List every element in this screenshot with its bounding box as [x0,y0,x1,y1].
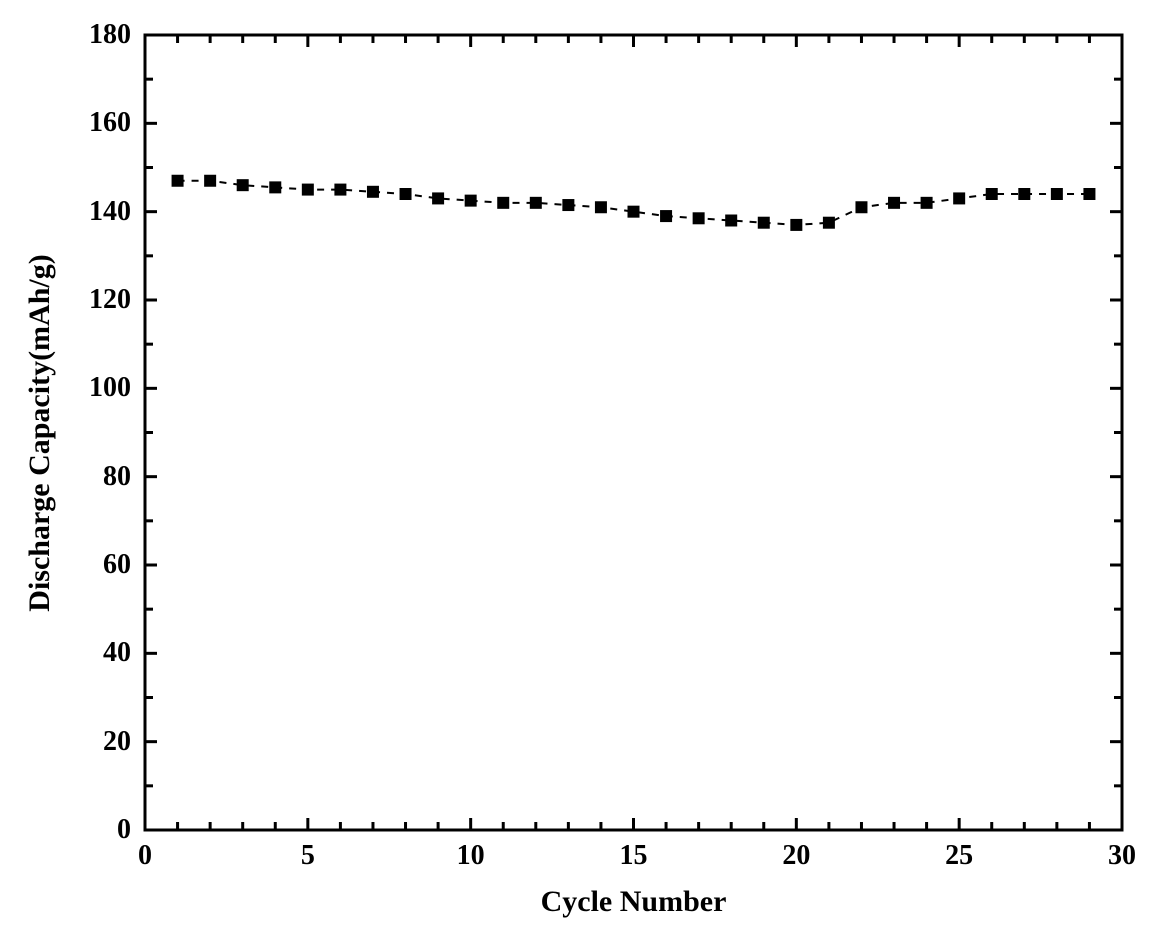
series-marker-discharge-capacity [465,195,477,207]
series-marker-discharge-capacity [921,197,933,209]
x-tick-label: 20 [782,840,810,872]
discharge-capacity-chart: Discharge Capacity(mAh/g) Cycle Number 0… [0,0,1163,938]
series-marker-discharge-capacity [497,197,509,209]
series-marker-discharge-capacity [432,192,444,204]
y-tick-label: 40 [103,637,131,669]
series-marker-discharge-capacity [400,188,412,200]
x-tick-label: 5 [301,840,315,872]
series-marker-discharge-capacity [628,206,640,218]
series-marker-discharge-capacity [367,186,379,198]
x-tick-label: 30 [1108,840,1136,872]
y-axis-title: Discharge Capacity(mAh/g) [23,254,57,611]
x-tick-label: 0 [138,840,152,872]
series-marker-discharge-capacity [530,197,542,209]
series-marker-discharge-capacity [1083,188,1095,200]
series-marker-discharge-capacity [725,215,737,227]
y-tick-label: 80 [103,461,131,493]
x-tick-label: 25 [945,840,973,872]
x-tick-label: 15 [620,840,648,872]
series-marker-discharge-capacity [953,192,965,204]
y-tick-label: 140 [89,196,131,228]
y-tick-label: 160 [89,107,131,139]
series-marker-discharge-capacity [1051,188,1063,200]
series-marker-discharge-capacity [204,175,216,187]
y-tick-label: 120 [89,284,131,316]
series-marker-discharge-capacity [693,212,705,224]
series-marker-discharge-capacity [986,188,998,200]
y-tick-label: 60 [103,549,131,581]
series-line-discharge-capacity [178,181,1090,225]
x-tick-label: 10 [457,840,485,872]
series-marker-discharge-capacity [758,217,770,229]
series-marker-discharge-capacity [660,210,672,222]
y-tick-label: 20 [103,726,131,758]
series-marker-discharge-capacity [334,184,346,196]
x-axis-title: Cycle Number [541,885,727,919]
series-marker-discharge-capacity [823,217,835,229]
series-marker-discharge-capacity [237,179,249,191]
y-tick-label: 0 [117,814,131,846]
series-marker-discharge-capacity [790,219,802,231]
series-marker-discharge-capacity [595,201,607,213]
series-marker-discharge-capacity [269,181,281,193]
series-marker-discharge-capacity [562,199,574,211]
y-tick-label: 100 [89,372,131,404]
series-marker-discharge-capacity [302,184,314,196]
y-tick-label: 180 [89,19,131,51]
series-marker-discharge-capacity [1018,188,1030,200]
series-marker-discharge-capacity [855,201,867,213]
series-marker-discharge-capacity [888,197,900,209]
series-marker-discharge-capacity [172,175,184,187]
